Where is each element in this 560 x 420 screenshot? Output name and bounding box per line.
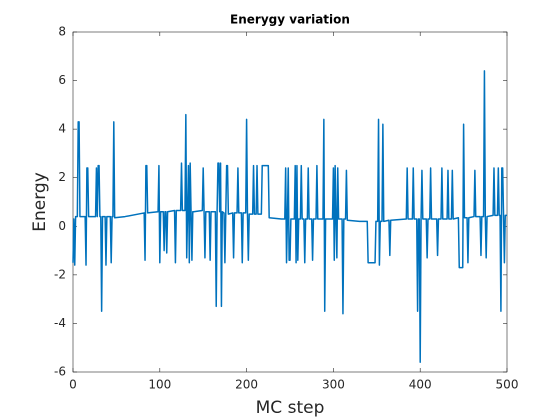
y-tick-label: 6 [58,73,66,87]
y-tick-label: -4 [54,316,66,330]
data-line [72,70,507,364]
y-tick-label: -6 [54,365,66,379]
y-tick-label: 8 [58,25,66,39]
chart-title: Enerygy variation [230,13,350,27]
y-tick-label: 4 [58,122,66,136]
x-tick-label: 400 [409,378,432,392]
y-tick-label: 2 [58,170,66,184]
y-axis-label: Energy [30,172,50,232]
x-axis-label: MC step [256,398,325,418]
x-tick-label: 300 [322,378,345,392]
x-tick-label: 100 [148,378,171,392]
y-tick-label: 0 [58,219,66,233]
x-tick-label: 500 [496,378,519,392]
x-tick-label: 200 [235,378,258,392]
y-tick-label: -2 [54,267,66,281]
x-tick-label: 0 [69,378,77,392]
